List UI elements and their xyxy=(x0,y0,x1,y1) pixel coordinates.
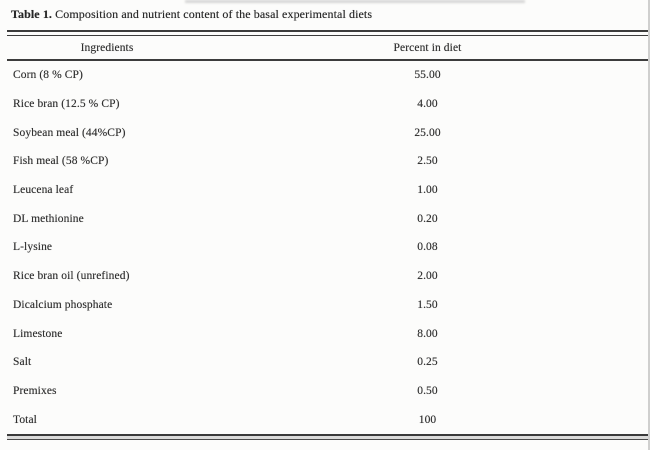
ingredient-cell: Limestone xyxy=(13,327,63,340)
column-header-ingredients: Ingredients xyxy=(80,42,134,54)
ingredient-cell: Leucena leaf xyxy=(13,184,74,197)
ingredient-cell: L-lysine xyxy=(13,241,53,254)
table-row: Salt 0.25 xyxy=(7,348,648,377)
ingredient-cell: DL methionine xyxy=(13,212,84,225)
table-row: Fish meal (58 %CP) 2.50 xyxy=(7,147,648,176)
percent-cell: 25.00 xyxy=(414,126,441,139)
percent-cell: 55.00 xyxy=(414,69,441,82)
ingredient-cell: Rice bran oil (unrefined) xyxy=(13,270,130,283)
table-header-rule xyxy=(7,59,648,61)
ingredient-cell: Premixes xyxy=(13,384,57,397)
ingredient-cell: Fish meal (58 %CP) xyxy=(13,155,109,168)
ingredient-cell: Total xyxy=(13,413,37,426)
percent-cell: 1.50 xyxy=(417,298,438,311)
percent-cell: 0.50 xyxy=(417,384,438,397)
percent-cell: 4.00 xyxy=(417,98,438,111)
scan-artifact-right-edge xyxy=(648,0,650,450)
ingredient-cell: Corn (8 % CP) xyxy=(13,69,83,82)
table-row: L-lysine 0.08 xyxy=(7,233,648,262)
table-row: Dicalcium phosphate 1.50 xyxy=(7,291,648,320)
percent-cell: 0.25 xyxy=(417,356,438,369)
table-row: DL methionine 0.20 xyxy=(7,204,648,233)
table-row: Limestone 8.00 xyxy=(7,319,648,348)
table-row: Total 100 xyxy=(7,405,648,434)
table-bottom-rule xyxy=(7,434,648,440)
percent-cell: 8.00 xyxy=(417,327,438,340)
ingredient-cell: Salt xyxy=(13,356,32,369)
percent-cell: 2.00 xyxy=(417,270,438,283)
table-row: Corn (8 % CP) 55.00 xyxy=(7,61,648,90)
ingredient-cell: Dicalcium phosphate xyxy=(13,298,113,311)
scan-artifact-top xyxy=(185,0,525,3)
percent-cell: 0.20 xyxy=(417,212,438,225)
table-top-rule xyxy=(7,30,648,36)
table-header-row: Ingredients Percent in diet xyxy=(7,36,648,60)
percent-cell: 1.00 xyxy=(417,184,438,197)
table-row: Rice bran oil (unrefined) 2.00 xyxy=(7,262,648,291)
table-row: Soybean meal (44%CP) 25.00 xyxy=(7,118,648,147)
table-row: Premixes 0.50 xyxy=(7,377,648,406)
table-body: Corn (8 % CP) 55.00 Rice bran (12.5 % CP… xyxy=(7,61,648,434)
column-header-percent-in-diet: Percent in diet xyxy=(393,42,462,54)
ingredient-cell: Soybean meal (44%CP) xyxy=(13,126,126,139)
ingredient-cell: Rice bran (12.5 % CP) xyxy=(13,98,120,111)
percent-cell: 2.50 xyxy=(417,155,438,168)
table-caption: Table 1. Composition and nutrient conten… xyxy=(11,7,640,22)
table-caption-number: Table 1. xyxy=(11,7,53,21)
table-caption-text: Composition and nutrient content of the … xyxy=(52,7,373,21)
table-row: Rice bran (12.5 % CP) 4.00 xyxy=(7,90,648,119)
table-row: Leucena leaf 1.00 xyxy=(7,176,648,205)
percent-cell: 0.08 xyxy=(417,241,438,254)
percent-cell: 100 xyxy=(418,413,437,426)
